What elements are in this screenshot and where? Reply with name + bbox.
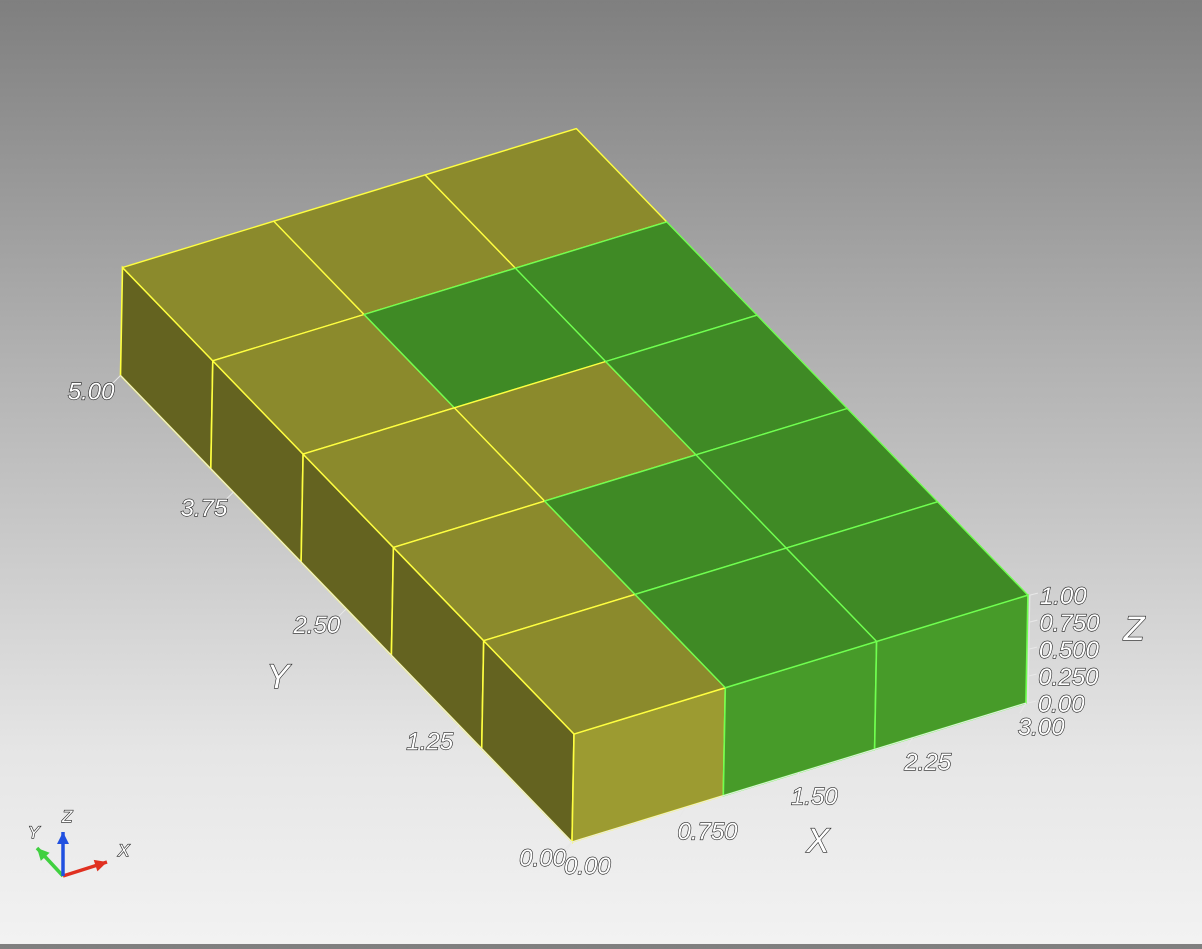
y-tick-mark xyxy=(561,841,573,853)
y-tick-mark xyxy=(448,725,460,736)
y-tick-mark xyxy=(223,491,234,503)
triad-y-label: Y xyxy=(28,823,41,842)
cell-top-2-0[interactable] xyxy=(785,501,1029,643)
y-tick-label: 0.00 xyxy=(519,845,566,872)
y-tick-label: 3.75 xyxy=(181,495,228,522)
x-tick-mark xyxy=(792,772,800,783)
x-tick-mark xyxy=(905,737,913,749)
z-tick-label: 0.750 xyxy=(1039,610,1100,637)
z-tick-label: 0.500 xyxy=(1039,637,1100,664)
triad-z-label: Z xyxy=(61,807,73,826)
block-top-faces xyxy=(121,127,1029,735)
x-tick-label: 1.50 xyxy=(791,784,838,811)
x-tick-mark xyxy=(1019,702,1027,714)
z-axis-title: Z xyxy=(1123,610,1146,648)
z-tick-label: 0.250 xyxy=(1038,664,1099,691)
triad-z-arrow-head xyxy=(57,832,69,844)
triad-x-arrow-head xyxy=(93,859,107,872)
x-axis-title: X xyxy=(806,822,831,860)
x-tick-label: 3.00 xyxy=(1018,714,1065,741)
z-tick-mark xyxy=(1027,700,1037,704)
x-tick-mark xyxy=(679,807,686,818)
block-side-faces xyxy=(119,265,1029,844)
triad-x-label: X xyxy=(117,841,130,860)
z-tick-mark xyxy=(1028,673,1037,677)
x-tick-label: 0.00 xyxy=(564,853,611,880)
z-tick-label: 1.00 xyxy=(1040,583,1087,610)
orientation-triad: X Y Z xyxy=(27,806,131,878)
z-tick-label: 0.00 xyxy=(1038,691,1085,718)
y-tick-label: 5.00 xyxy=(68,379,115,406)
triad-y-arrow-head xyxy=(37,848,50,861)
axes: 0.000.7501.502.253.000.001.252.503.755.0… xyxy=(67,375,1146,881)
z-tick-mark xyxy=(1028,646,1038,650)
x-tick-label: 0.750 xyxy=(677,818,738,845)
z-tick-mark xyxy=(1029,592,1039,596)
y-axis-title: Y xyxy=(267,658,292,696)
y-tick-label: 2.50 xyxy=(293,612,341,639)
x-tick-label: 2.25 xyxy=(903,749,951,776)
y-tick-label: 1.25 xyxy=(406,728,453,755)
y-tick-mark xyxy=(335,608,347,620)
y-tick-mark xyxy=(110,375,121,386)
z-tick-mark xyxy=(1029,619,1038,623)
